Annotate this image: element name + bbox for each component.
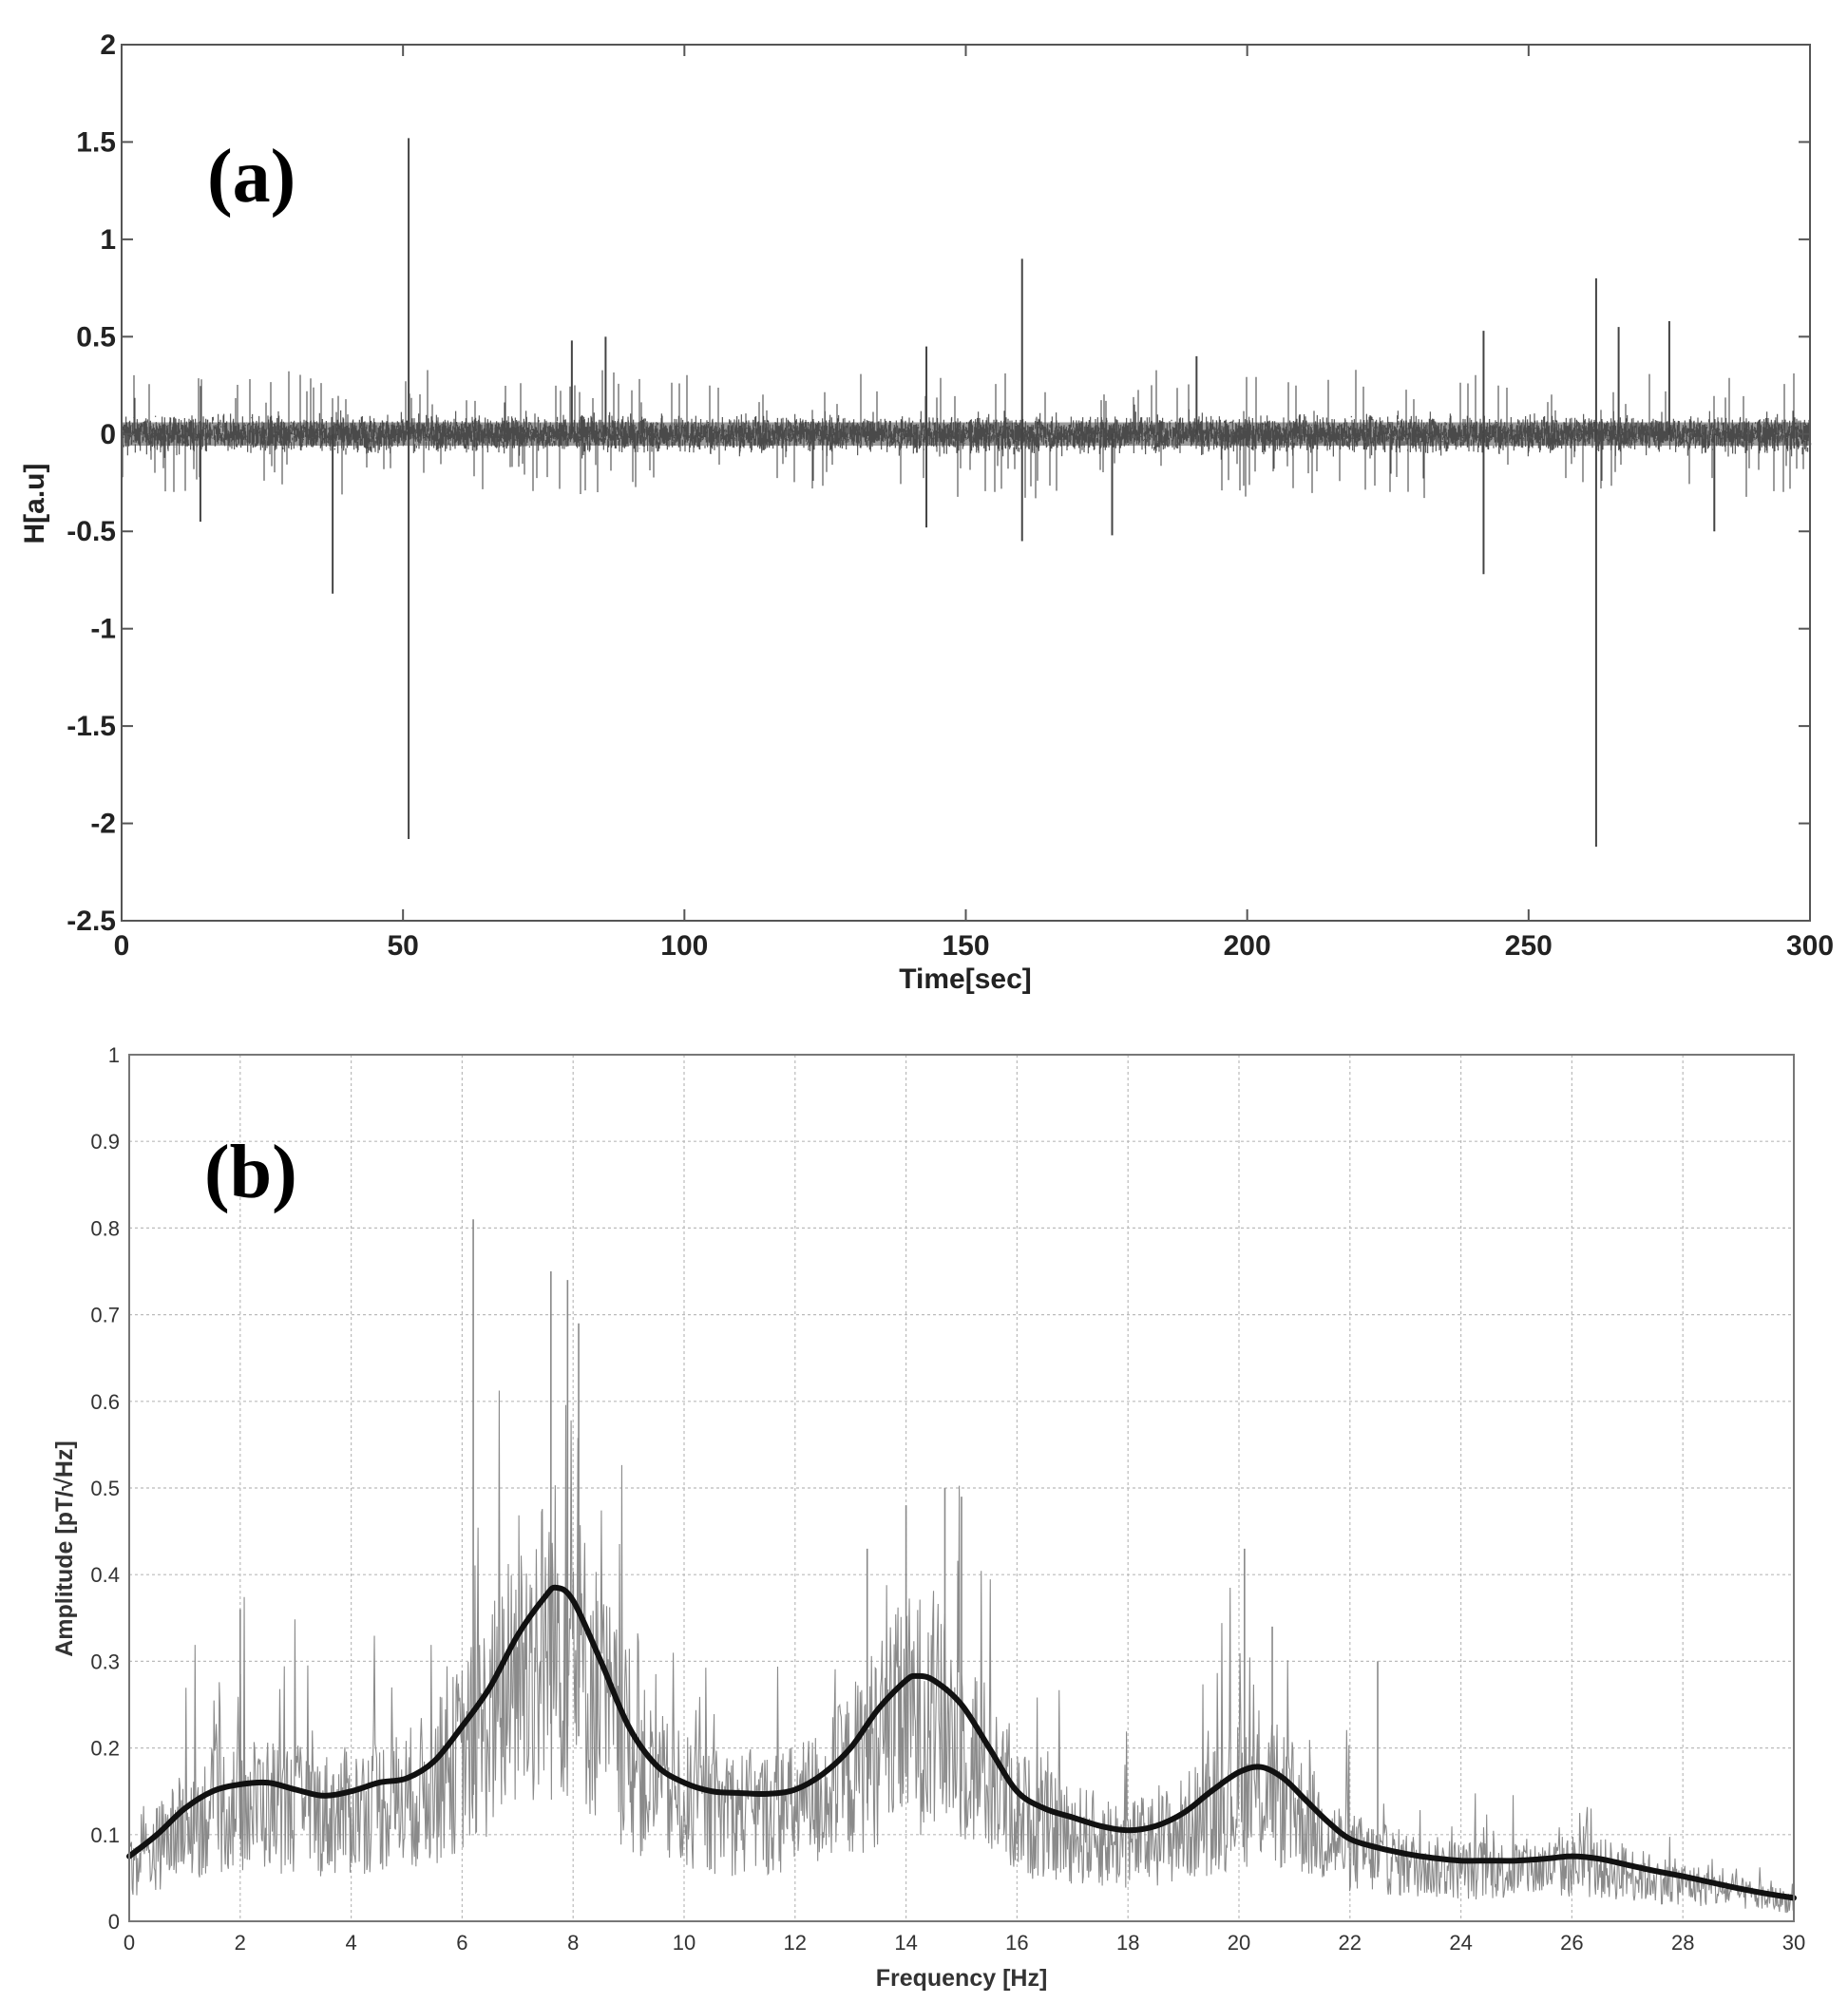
x-tick-label: 16 [1005,1931,1028,1955]
y-tick-label: 2 [100,29,116,61]
x-tick-label: 8 [567,1931,579,1955]
y-tick-label: 0.5 [90,1477,120,1500]
x-tick-label: 2 [235,1931,246,1955]
x-tick-label: 10 [673,1931,695,1955]
y-tick-label: 0.6 [90,1390,120,1414]
x-tick-label: 18 [1116,1931,1139,1955]
y-tick-labels-a: 2 1.5 1 0.5 0 -0.5 -1 -1.5 -2 -2.5 [67,29,116,937]
y-tick-label: -1.5 [67,711,116,742]
x-tick-label: 250 [1505,930,1553,962]
y-axis-label-a: H[a.u] [19,464,50,544]
y-axis-label-b: Amplitude [pT/√Hz] [51,1440,78,1657]
y-tick-label: 0.2 [90,1737,120,1761]
y-tick-label: 0.3 [90,1650,120,1673]
x-tick-label: 300 [1786,930,1834,962]
y-tick-label: 0 [108,1910,120,1934]
spectrum-chart: 0 2 4 6 8 10 12 14 16 18 20 22 24 26 28 30 10.90.80.70.… [51,1043,1805,1992]
x-tick-label: 0 [124,1931,135,1955]
panel-label-a: (a) [207,135,295,219]
x-axis-label-a: Time[sec] [899,963,1032,995]
y-tick-label: 1 [100,224,116,256]
x-tick-label: 20 [1228,1931,1250,1955]
y-tick-labels-b: 1 0.9 0.8 0.7 0.6 0.5 0.4 0.3 0.2 0.1 0 [90,1043,120,1934]
x-tick-label: 22 [1339,1931,1362,1955]
y-tick-label: -2 [90,809,116,840]
time-series-noise-band [121,370,1812,499]
y-tick-label: 0.8 [90,1216,120,1240]
x-axis-label-b: Frequency [Hz] [876,1965,1048,1992]
time-series-chart: 0 50 100 150 200 250 300 2 1.5 1 0.5 0 -0.5 -1 -1.5 -2… [19,29,1834,995]
x-tick-label: 14 [894,1931,917,1955]
y-tick-label: 1.5 [76,126,116,158]
y-tick-label: 0.9 [90,1130,120,1154]
axis-ticks-a [121,44,1811,922]
x-tick-label: 50 [387,930,418,962]
x-tick-labels-b: 0 2 4 6 8 10 12 14 16 18 20 22 24 26 28 30 [124,1931,1805,1955]
y-tick-label: 0.4 [90,1563,120,1587]
noise-core [122,422,1810,447]
y-tick-label: 1 [108,1043,120,1067]
time-series-spikes [199,138,1716,848]
x-tick-label: 24 [1449,1931,1472,1955]
y-tick-label: -0.5 [67,516,116,547]
x-tick-label: 28 [1671,1931,1694,1955]
x-tick-label: 200 [1224,930,1271,962]
x-tick-label: 0 [114,930,130,962]
x-tick-label: 100 [660,930,708,962]
x-tick-label: 6 [456,1931,467,1955]
y-tick-label: -1 [90,614,116,645]
raw-spectrum-series [128,1219,1795,1914]
plot-frame-a [121,44,1811,922]
y-tick-label: 0.5 [76,321,116,353]
plot-frame-b [128,1054,1795,1922]
x-tick-label: 30 [1782,1931,1805,1955]
x-tick-label: 4 [345,1931,356,1955]
x-tick-label: 150 [942,930,989,962]
x-tick-label: 26 [1560,1931,1583,1955]
panel-label-b: (b) [204,1131,297,1214]
y-tick-label: 0.1 [90,1823,120,1847]
y-tick-label: 0 [100,419,116,450]
x-tick-labels-a: 0 50 100 150 200 250 300 [114,930,1834,962]
x-tick-label: 12 [784,1931,807,1955]
y-tick-label: 0.7 [90,1304,120,1327]
y-tick-label: -2.5 [67,906,116,937]
smoothed-spectrum-series [126,1584,1797,1901]
